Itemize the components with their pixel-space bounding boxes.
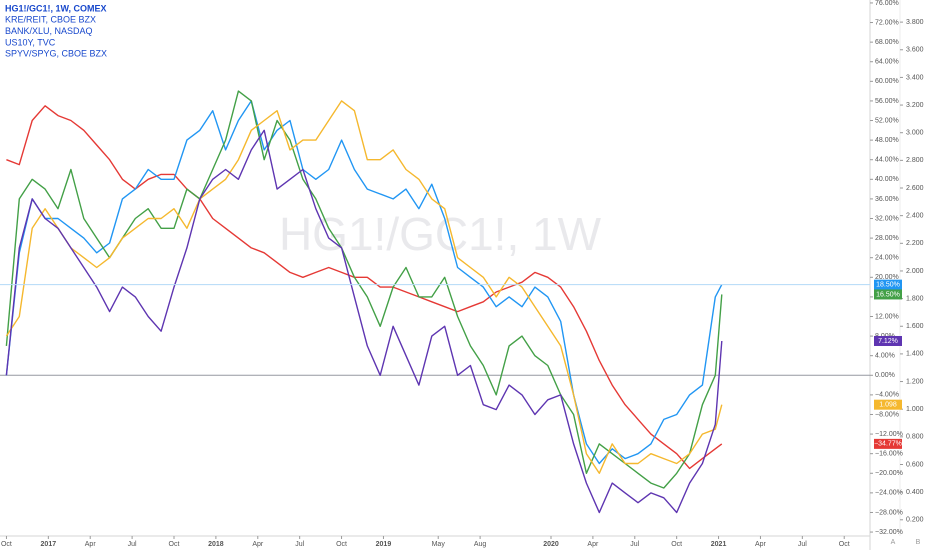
legend: HG1!/GC1!, 1W, COMEX KRE/REIT, CBOE BZXBA… [5,3,107,58]
y-tick-label: −28.00% [875,509,903,516]
y2-tick-label: 0.400 [906,489,924,496]
legend-entry: SPYV/SPYG, CBOE BZX [5,49,107,59]
y2-tick-label: 3.600 [906,47,924,54]
y2-tick-label: 3.400 [906,74,924,81]
x-tick-label: Jul [128,541,137,548]
y2-tick-label: 2.000 [906,268,924,275]
y2-tick-label: 1.000 [906,406,924,413]
y-tick-label: 0.00% [875,372,895,379]
y-tick-label: 24.00% [875,255,899,262]
x-tick-label: Oct [169,541,180,548]
last-value-label: 1.098 [879,402,897,409]
y2-tick-label: 3.000 [906,130,924,137]
y-tick-label: 12.00% [875,313,899,320]
y2-tick-label: 2.600 [906,185,924,192]
y2-tick-label: 1.200 [906,378,924,385]
x-tick-label: Apr [85,541,97,548]
y2-tick-label: 1.400 [906,351,924,358]
legend-entry: KRE/REIT, CBOE BZX [5,15,96,25]
x-tick-label: 2020 [543,541,559,548]
last-value-box [874,399,902,410]
x-tick-label: Jul [295,541,304,548]
series-line [5,100,723,474]
y2-tick-label: 1.800 [906,295,924,302]
y-tick-label: −32.00% [875,529,903,536]
log-button[interactable]: B [916,539,921,546]
last-value-box [874,335,902,346]
x-tick-label: Apr [755,541,767,548]
y2-tick-label: 0.200 [906,517,924,524]
x-tick-label: Jul [798,541,807,548]
x-tick-label: Oct [336,541,347,548]
y-tick-label: 72.00% [875,19,899,26]
last-value-label: 7.12% [878,338,898,345]
last-value-label: 16.50% [876,291,900,298]
series-line [5,90,723,489]
y-tick-label: 56.00% [875,98,899,105]
legend-entry: US10Y, TVC [5,37,56,47]
series-line [6,105,723,470]
y2-tick-label: 0.600 [906,461,924,468]
auto-button[interactable]: A [891,539,896,546]
y-tick-label: 28.00% [875,235,899,242]
y-tick-label: 44.00% [875,157,899,164]
last-value-label: 18.50% [876,281,900,288]
y-tick-label: 64.00% [875,59,899,66]
y2-tick-label: 0.800 [906,434,924,441]
x-tick-label: 2017 [41,541,57,548]
y-tick-label: −4.00% [875,392,899,399]
x-tick-label: Apr [252,541,264,548]
y-tick-label: 76.00% [875,0,899,7]
y-tick-label: 52.00% [875,117,899,124]
x-tick-label: Jul [630,541,639,548]
x-tick-label: Aug [474,541,487,548]
y-tick-label: −8.00% [875,411,899,418]
x-tick-label: 2019 [376,541,392,548]
y-tick-label: −20.00% [875,470,903,477]
legend-entry: BANK/XLU, NASDAQ [5,26,93,36]
y-tick-label: −16.00% [875,451,903,458]
y-tick-label: 32.00% [875,215,899,222]
series-line [5,129,723,514]
y-tick-label: −12.00% [875,431,903,438]
y2-tick-label: 2.200 [906,240,924,247]
y-tick-label: 60.00% [875,78,899,85]
last-value-box [874,279,902,290]
last-value-label: −34.77% [874,441,902,448]
y-tick-label: 4.00% [875,353,895,360]
last-value-box [874,438,902,449]
y2-tick-label: 2.400 [906,213,924,220]
x-tick-label: 2018 [208,541,224,548]
y-tick-label: 68.00% [875,39,899,46]
y-tick-label: −24.00% [875,490,903,497]
y2-tick-label: 3.800 [906,19,924,26]
x-tick-label: Oct [671,541,682,548]
y2-tick-label: 2.800 [906,157,924,164]
last-value-box [874,289,902,300]
legend-entry: HG1!/GC1!, 1W, COMEX [5,3,107,13]
y2-tick-label: 1.600 [906,323,924,330]
y2-tick-label: 3.200 [906,102,924,109]
x-tick-label: Oct [839,541,850,548]
x-tick-label: 2021 [711,541,727,548]
x-tick-label: Apr [587,541,599,548]
x-tick-label: May [432,541,446,548]
y-tick-label: 40.00% [875,176,899,183]
y-tick-label: 36.00% [875,196,899,203]
x-tick-label: Oct [1,541,12,548]
y-tick-label: 20.00% [875,274,899,281]
y-tick-label: 48.00% [875,137,899,144]
